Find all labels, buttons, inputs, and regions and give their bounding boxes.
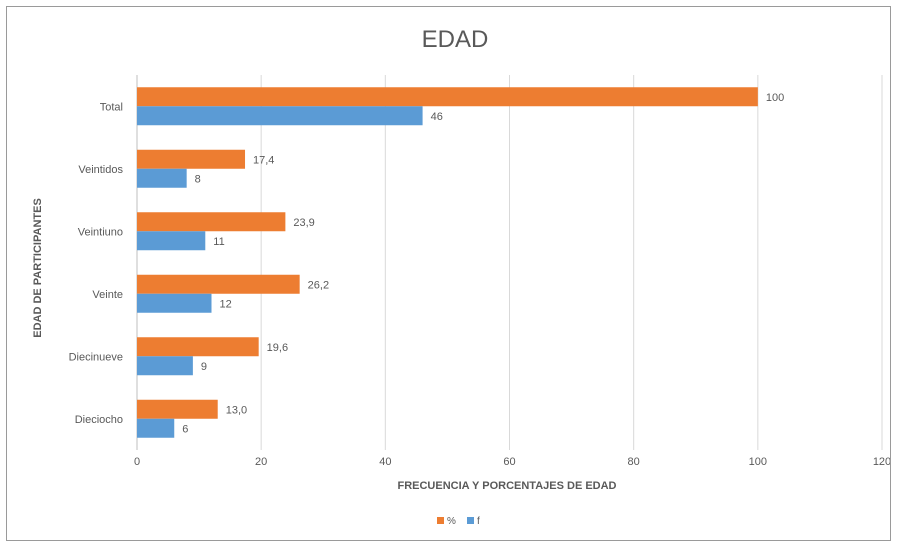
- data-label: 100: [766, 92, 784, 104]
- x-tick-label: 100: [749, 456, 767, 468]
- bar: [137, 293, 212, 313]
- data-label: 9: [201, 361, 207, 373]
- bar: [137, 231, 206, 251]
- bar: [137, 149, 246, 169]
- legend-label: f: [477, 516, 480, 527]
- data-label: 6: [182, 423, 188, 435]
- legend: % f: [437, 516, 480, 527]
- data-label: 46: [431, 111, 443, 123]
- bars: 13,0 6 19,6 9 26,2 12 23,9 11 17,4 8 100 46: [137, 87, 784, 438]
- x-tick-label: 40: [379, 456, 391, 468]
- bar: [137, 399, 218, 419]
- bar: [137, 212, 286, 232]
- x-tick-label: 60: [503, 456, 515, 468]
- x-axis-label: FRECUENCIA Y PORCENTAJES DE EDAD: [397, 480, 616, 492]
- bar-chart: EDAD 13,0 6 19,6 9 26,2 12 23,9 11 17,4 8 100 46 Di…: [32, 26, 891, 527]
- x-tick-labels: 0 20 40 60 80 100 120: [134, 456, 891, 468]
- legend-swatch: [467, 517, 474, 524]
- x-tick-label: 80: [628, 456, 640, 468]
- data-label: 11: [213, 236, 224, 248]
- data-label: 23,9: [293, 217, 314, 229]
- chart-title: EDAD: [422, 26, 489, 53]
- legend-swatch: [437, 517, 444, 524]
- bar: [137, 168, 187, 188]
- chart-frame: EDAD 13,0 6 19,6 9 26,2 12 23,9 11 17,4 8 100 46 Di…: [6, 6, 891, 541]
- category-label: Diecinueve: [69, 351, 123, 363]
- data-label: 19,6: [267, 342, 288, 354]
- x-tick-label: 0: [134, 456, 140, 468]
- category-label: Total: [100, 101, 123, 113]
- bar: [137, 274, 300, 294]
- gridlines: [136, 75, 883, 450]
- bar: [137, 356, 193, 376]
- data-label: 26,2: [308, 279, 329, 291]
- category-labels: Dieciocho Diecinueve Veinte Veintiuno Veinti…: [69, 101, 124, 426]
- data-label: 8: [195, 173, 201, 185]
- bar: [137, 106, 423, 126]
- y-axis-label: EDAD DE PARTICIPANTES: [32, 198, 44, 338]
- bar: [137, 337, 259, 357]
- category-label: Veintidos: [78, 164, 123, 176]
- legend-label: %: [447, 516, 456, 527]
- x-tick-label: 120: [873, 456, 890, 468]
- category-label: Veinte: [92, 289, 123, 301]
- data-label: 12: [220, 298, 232, 310]
- bar: [137, 87, 758, 107]
- category-label: Dieciocho: [75, 414, 123, 426]
- x-tick-label: 20: [255, 456, 267, 468]
- bar: [137, 418, 175, 438]
- data-label: 17,4: [253, 154, 274, 166]
- category-label: Veintiuno: [78, 226, 123, 238]
- data-label: 13,0: [226, 404, 247, 416]
